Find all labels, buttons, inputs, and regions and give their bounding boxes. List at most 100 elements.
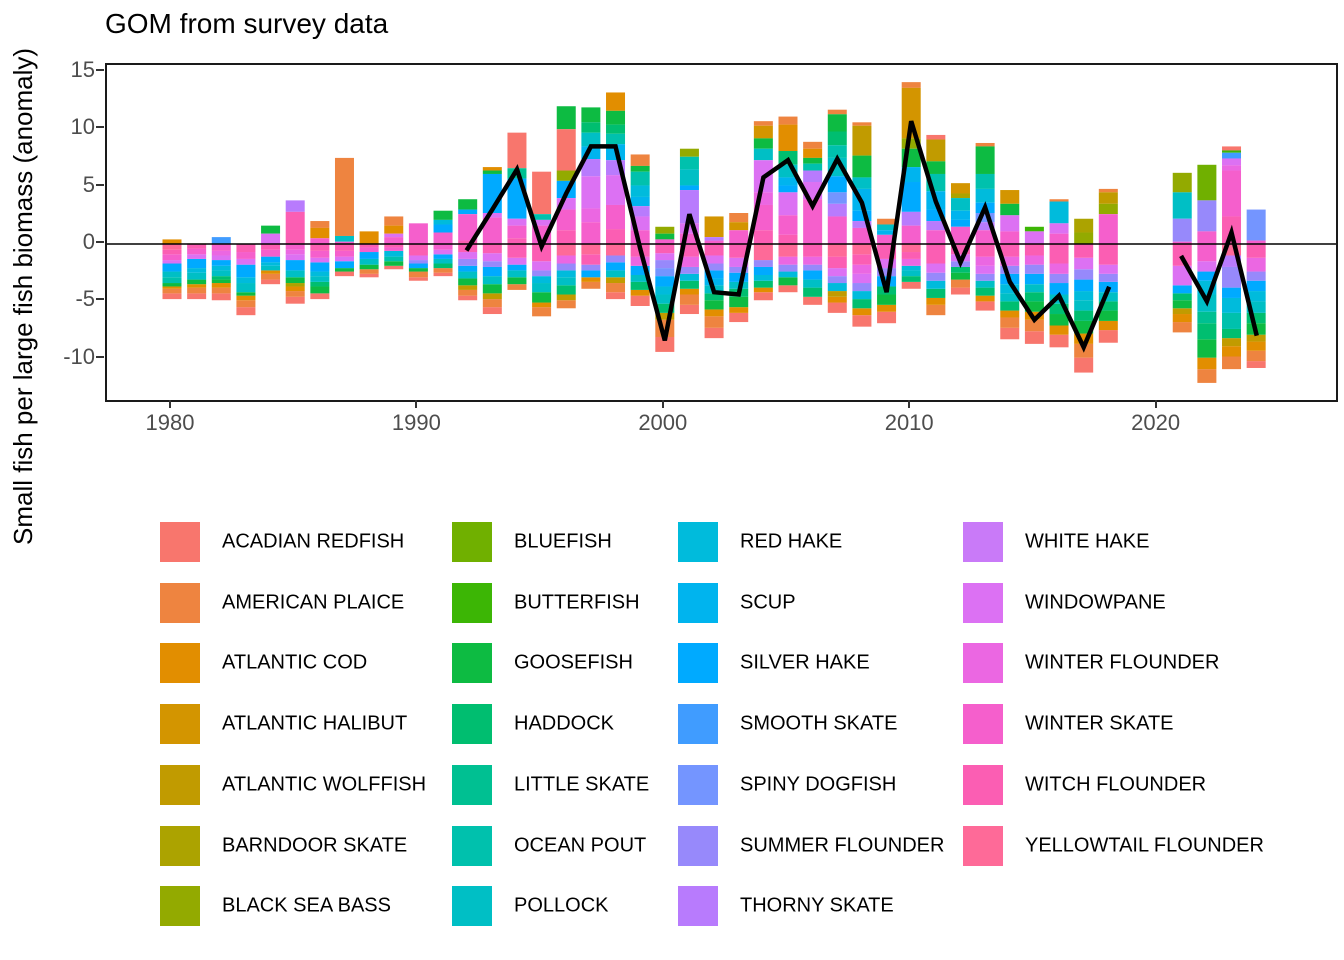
bar-segment-2011 [926,139,946,162]
bar-segment-1997 [581,208,601,223]
legend-label: WINTER FLOUNDER [1025,651,1220,674]
bar-segment-1999 [630,154,650,166]
bar-segment-2011 [926,304,946,316]
bar-segment-1982 [211,260,231,266]
legend-label: SMOOTH SKATE [740,712,898,735]
legend-item: BLACK SEA BASS [160,886,450,927]
bar-segment-1984 [261,270,281,274]
bar-segment-2005 [778,264,798,272]
bar-segment-2017 [1074,333,1094,344]
legend-item: LITTLE SKATE [452,764,742,805]
bar-segment-1998 [606,124,626,134]
legend-key-swatch [963,522,1003,562]
bar-segment-1980 [162,288,182,294]
bar-segment-1994 [507,257,527,265]
legend-key-swatch [160,643,200,684]
legend-label: SPINY DOGFISH [740,773,897,796]
legend-key-swatch [452,764,492,805]
bar-segment-2008 [852,254,872,265]
bar-segment-1996 [556,285,576,295]
bar-segment-2013 [975,295,995,302]
bar-segment-2004 [753,260,773,267]
bar-segment-2023 [1222,287,1242,298]
bar-segment-1983 [236,252,256,259]
bar-segment-2015 [1024,255,1044,265]
bar-segment-2005 [778,124,798,152]
bar-segment-1982 [211,255,231,261]
bar-segment-1998 [606,229,626,244]
bar-segment-1992 [458,289,478,296]
bar-segment-1995 [532,276,552,284]
bar-segment-2000 [655,239,675,244]
bar-segment-2000 [655,303,675,313]
bar-segment-1982 [211,287,231,294]
bar-segment-2006 [803,157,823,164]
bar-segment-1997 [581,264,601,271]
bar-segment-1981 [187,293,207,300]
bar-segment-2007 [827,109,847,115]
bar-segment-2023 [1222,152,1242,159]
bar-segment-1995 [532,171,552,215]
bar-segment-1988 [359,258,379,265]
bar-segment-1990 [408,260,428,264]
bar-segment-1992 [458,278,478,286]
bar-segment-2013 [975,173,995,189]
bar-segment-2007 [827,291,847,297]
bar-segment-2007 [827,114,847,132]
bar-segment-2007 [827,302,847,313]
bar-segment-1999 [630,274,650,282]
bar-segment-2000 [655,294,675,304]
bar-segment-1982 [211,279,231,284]
bar-segment-2018 [1098,310,1118,321]
bar-segment-2016 [1049,283,1069,295]
bar-segment-1988 [359,244,379,248]
bar-segment-2002 [704,309,724,317]
bar-segment-2010 [901,265,921,271]
bar-segment-2006 [803,199,823,244]
bar-segment-2023 [1222,356,1242,370]
legend-key-swatch [678,582,718,623]
bar-segment-2013 [975,142,995,147]
y-tick-mark [96,241,104,243]
bar-segment-1997 [581,122,601,133]
bar-segment-2015 [1024,331,1044,344]
legend-label: LITTLE SKATE [514,773,650,796]
bar-segment-1982 [211,276,231,280]
legend-item: WINDOWPANE [963,582,1253,623]
bar-segment-2007 [827,203,847,217]
bar-segment-2010 [901,258,921,266]
y-tick-mark [96,355,104,358]
bar-segment-1991 [433,249,453,255]
bar-segment-1985 [285,200,305,212]
x-tick-mark [661,400,664,408]
bar-segment-1997 [581,277,601,282]
legend-item: BARNDOOR SKATE [160,825,450,866]
bar-segment-2010 [901,225,921,244]
bar-segment-1980 [162,254,182,261]
legend-key-swatch [160,886,200,927]
bar-segment-1994 [507,225,527,239]
bar-segment-1983 [236,307,256,316]
legend-label: BARNDOOR SKATE [222,834,408,856]
bar-segment-1983 [236,277,256,284]
bar-segment-2004 [753,280,773,288]
bar-segment-2000 [655,312,675,320]
bar-segment-1981 [187,244,207,249]
bar-segment-2006 [803,163,823,171]
bar-segment-1989 [384,247,404,251]
bar-segment-2014 [1000,190,1020,204]
chart-title: GOM from survey data [105,8,389,39]
legend-key-swatch [160,582,200,623]
bar-segment-1996 [556,129,576,171]
bar-segment-2012 [950,193,970,199]
bar-segment-1999 [630,281,650,290]
bar-segment-2022 [1197,231,1217,244]
bar-segment-2014 [1000,284,1020,294]
bar-segment-1997 [581,270,601,278]
bar-segment-1995 [532,302,552,308]
bar-segment-2009 [877,268,897,277]
bar-segment-2000 [655,233,675,240]
bar-segment-1981 [187,254,207,259]
legend-label: WINDOWPANE [1025,591,1166,614]
x-tick-label: 2020 [1131,410,1181,435]
